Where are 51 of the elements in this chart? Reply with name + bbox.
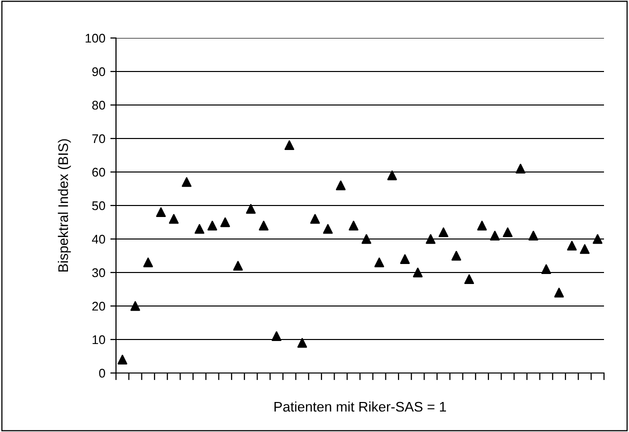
y-tick-label: 40 — [92, 234, 106, 244]
point — [233, 260, 243, 271]
point — [451, 250, 462, 261]
y-tick-label: 70 — [92, 134, 106, 144]
point — [490, 230, 500, 241]
point — [464, 274, 474, 284]
point — [426, 234, 436, 244]
point — [348, 220, 358, 230]
point — [258, 220, 269, 230]
point — [362, 234, 372, 244]
y-tick-label: 60 — [92, 168, 106, 177]
y-tick-label: 0 — [99, 368, 106, 378]
point — [592, 234, 602, 244]
y-tick-label: 90 — [92, 67, 106, 76]
point — [130, 301, 140, 311]
point — [272, 331, 282, 342]
point — [387, 170, 397, 180]
point — [336, 180, 346, 190]
y-tick-label: 50 — [92, 201, 106, 210]
y-tick-label: 20 — [92, 302, 106, 311]
point — [580, 244, 590, 254]
point — [323, 224, 333, 234]
point — [297, 338, 308, 348]
point — [567, 240, 577, 251]
point — [118, 354, 128, 364]
point — [194, 224, 204, 234]
point — [143, 258, 153, 268]
point — [438, 227, 448, 238]
x-axis-title: Patienten mit Riker-SAS = 1 — [274, 401, 446, 412]
point — [220, 217, 230, 228]
point — [502, 227, 513, 238]
point — [477, 220, 487, 230]
point — [516, 164, 526, 174]
point — [246, 204, 256, 214]
point — [400, 254, 410, 264]
point — [310, 214, 320, 224]
y-axis-title: Bispektral Index (BIS) — [58, 139, 71, 272]
y-tick-label: 80 — [92, 100, 106, 110]
point — [412, 268, 423, 278]
point — [528, 230, 538, 241]
y-tick-label: 100 — [86, 34, 106, 43]
point — [168, 214, 179, 224]
y-tick-label: 30 — [92, 268, 106, 278]
point — [182, 177, 192, 187]
point — [374, 258, 384, 268]
point — [156, 207, 166, 218]
point — [284, 140, 294, 150]
point — [207, 220, 218, 230]
y-tick-label: 10 — [92, 335, 106, 344]
point — [554, 288, 564, 298]
point — [541, 264, 552, 274]
